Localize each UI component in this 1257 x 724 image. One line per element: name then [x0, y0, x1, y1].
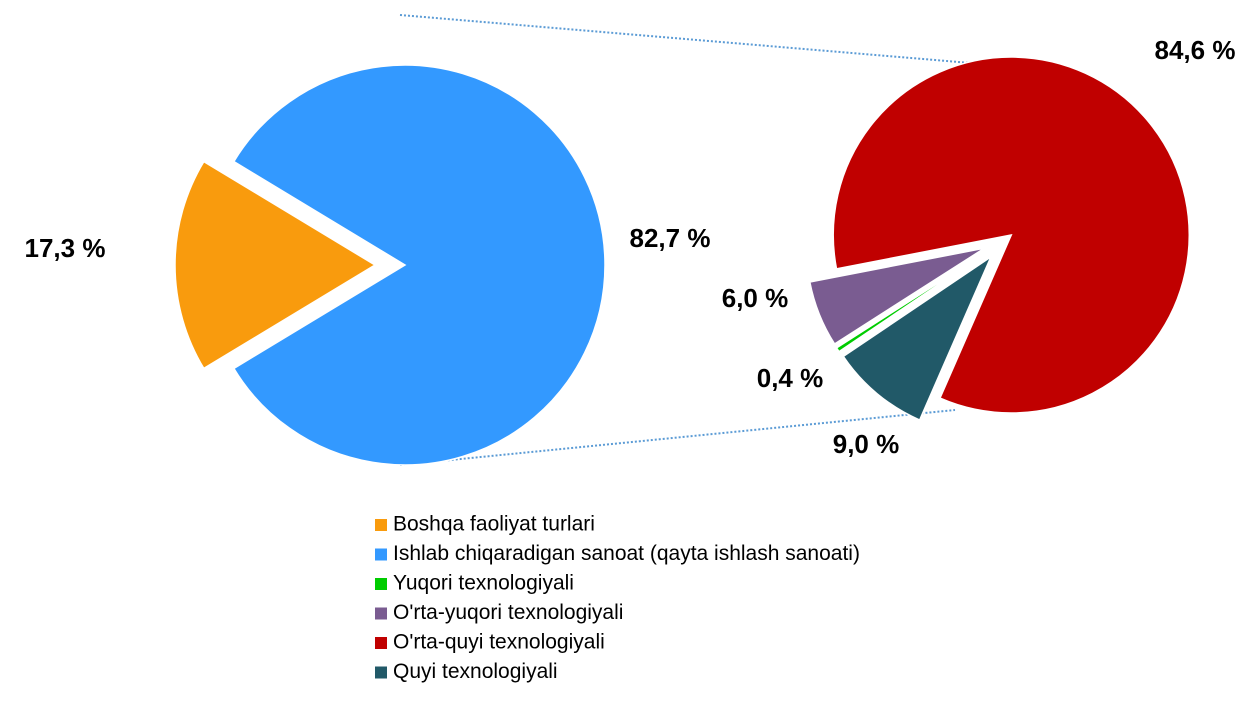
- legend-swatch: [375, 578, 387, 590]
- legend-label: Ishlab chiqaradigan sanoat (qayta ishlas…: [393, 542, 860, 565]
- pie-slice: [835, 251, 988, 353]
- legend-swatch: [375, 548, 387, 561]
- pie-slice: [832, 56, 1190, 414]
- connector-line: [399, 409, 956, 466]
- legend-swatch: [375, 607, 387, 620]
- value-label: 17,3 %: [25, 233, 106, 263]
- pie-slice: [842, 254, 993, 422]
- legend-label: Yuqori texnologiyali: [393, 572, 574, 595]
- value-label: 9,0 %: [833, 429, 900, 459]
- value-label: 82,7 %: [630, 223, 711, 253]
- legend-label: Quyi texnologiyali: [393, 660, 558, 683]
- legend-swatch: [375, 637, 387, 649]
- pie-slice: [232, 64, 606, 466]
- legend-swatch: [375, 666, 387, 679]
- legend-label: O'rta-yuqori texnologiyali: [393, 601, 623, 624]
- pie-slice: [808, 247, 985, 345]
- legend-label: Boshqa faoliyat turlari: [393, 513, 595, 536]
- legend-swatch: [375, 519, 387, 531]
- value-label: 0,4 %: [757, 363, 824, 393]
- legend-label: O'rta-quyi texnologiyali: [393, 631, 605, 654]
- value-label: 84,6 %: [1155, 35, 1236, 65]
- connector-line: [399, 14, 1031, 69]
- value-label: 6,0 %: [722, 283, 789, 313]
- pie-slice: [174, 160, 377, 370]
